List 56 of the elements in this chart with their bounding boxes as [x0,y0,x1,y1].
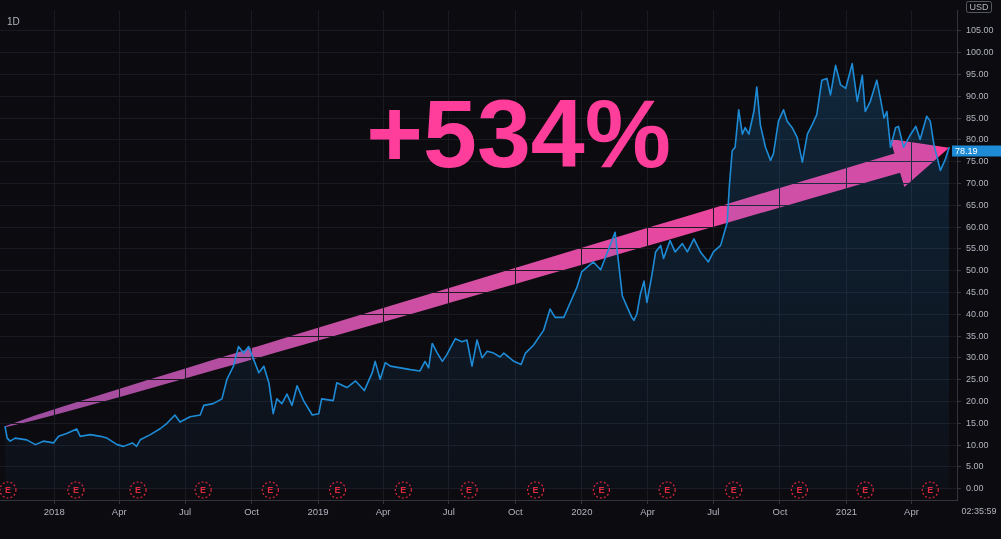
y-tick-label: 100.00 [966,47,994,58]
data-label: 78.19 [955,145,978,156]
annotation: E [664,484,671,495]
y-tick-label: 50.00 [966,265,989,276]
x-tick-label: Apr [375,506,391,518]
y-axis-title: USD [969,1,989,12]
y-tick-label: 95.00 [966,68,989,79]
x-tick-label: 2021 [835,506,857,518]
annotation: E [466,484,473,495]
annotation: +534% [366,79,672,189]
annotation: E [135,484,142,495]
x-tick-label: Apr [640,506,656,518]
annotation: E [927,484,934,495]
text: 02:35:59 [961,506,997,517]
annotation: E [72,484,79,495]
y-tick-label: 15.00 [966,417,989,428]
y-tick-label: 70.00 [966,177,989,188]
x-tick-label: Apr [111,506,127,518]
y-tick-label: 35.00 [966,330,989,341]
x-tick-label: 2018 [43,506,65,518]
y-tick-label: 60.00 [966,221,989,232]
text: 1D [7,16,20,28]
y-tick-label: 40.00 [966,308,989,319]
y-tick-label: 20.00 [966,395,989,406]
y-tick-label: 5.00 [966,461,984,472]
annotation: E [862,484,869,495]
y-tick-label: 0.00 [966,483,984,494]
x-tick-label: 2020 [571,506,593,518]
x-tick-label: Oct [772,506,788,518]
x-tick-label: Apr [904,506,919,518]
y-tick-label: 30.00 [966,352,989,363]
annotation: E [200,484,207,495]
x-tick-label: Jul [707,506,720,518]
annotation: E [730,484,737,495]
x-tick-label: Oct [244,506,260,518]
annotation: E [598,484,605,495]
annotation: E [267,484,274,495]
y-tick-label: 75.00 [966,156,989,167]
annotation: E [4,484,11,495]
x-tick-label: Jul [442,506,455,518]
x-tick-label: Oct [507,506,524,518]
x-tick-label: 2019 [307,506,329,518]
y-tick-label: 10.00 [966,439,989,450]
y-tick-label: 105.00 [966,25,994,36]
y-tick-label: 25.00 [966,374,989,385]
annotation: E [532,484,539,495]
annotation: E [334,484,341,495]
y-tick-label: 55.00 [966,243,989,254]
y-tick-label: 80.00 [966,134,989,145]
y-tick-label: 65.00 [966,199,989,210]
annotation: E [796,484,803,495]
x-tick-label: Jul [178,506,192,518]
annotation: E [400,484,407,495]
y-tick-label: 45.00 [966,286,989,297]
y-tick-label: 90.00 [966,90,989,101]
y-tick-label: 85.00 [966,112,989,123]
